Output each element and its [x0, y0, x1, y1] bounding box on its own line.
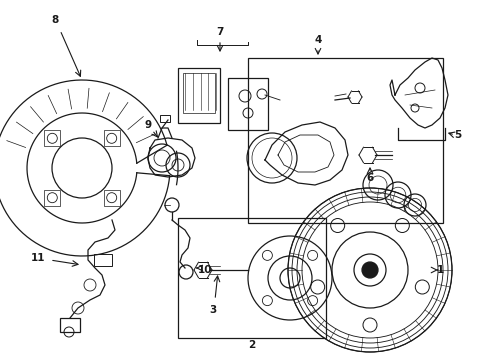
- Text: 1: 1: [437, 265, 443, 275]
- Bar: [160, 115, 170, 122]
- Text: 7: 7: [216, 27, 224, 37]
- Text: 6: 6: [367, 173, 373, 183]
- Bar: [60, 318, 80, 332]
- Bar: [183, 73, 215, 113]
- Circle shape: [362, 262, 378, 278]
- Bar: [228, 78, 268, 130]
- Bar: [44, 190, 60, 206]
- Text: 4: 4: [314, 35, 322, 45]
- Text: 2: 2: [248, 340, 256, 350]
- Bar: [178, 218, 326, 338]
- Text: 10: 10: [198, 265, 213, 275]
- Bar: [104, 130, 120, 146]
- Bar: [248, 58, 443, 223]
- Text: 8: 8: [51, 15, 59, 25]
- Text: 11: 11: [31, 253, 45, 263]
- Bar: [94, 254, 112, 266]
- Text: 5: 5: [454, 130, 462, 140]
- Text: 9: 9: [145, 120, 151, 130]
- Text: 3: 3: [209, 305, 217, 315]
- Bar: [44, 130, 60, 146]
- Bar: [104, 190, 120, 206]
- Bar: [178, 68, 220, 123]
